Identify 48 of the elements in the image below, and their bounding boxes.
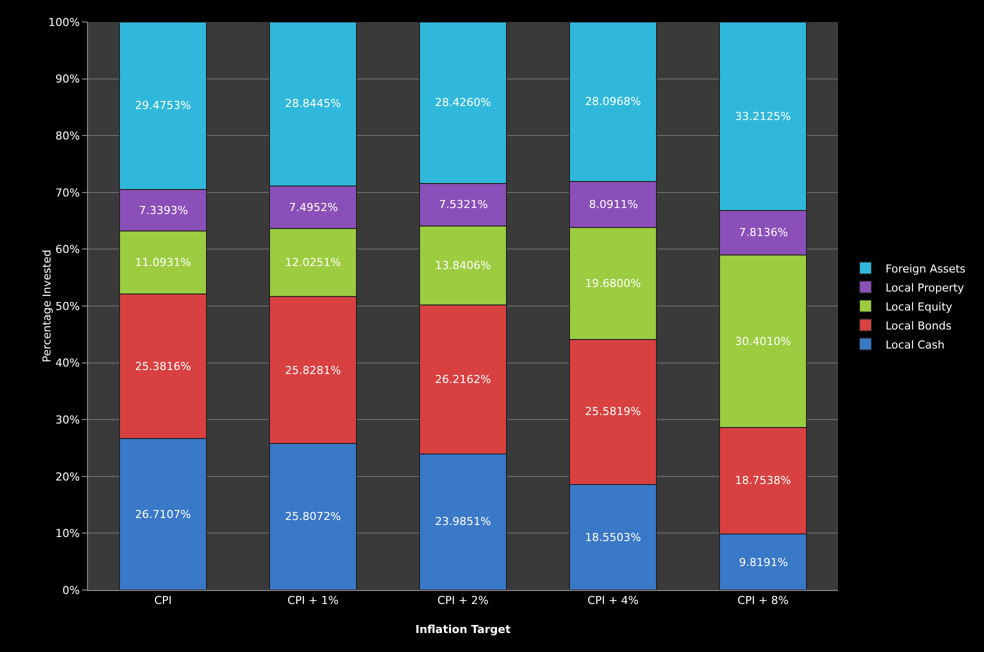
- data-label: 7.3393%: [139, 204, 188, 217]
- legend-label: Local Equity: [886, 300, 953, 314]
- data-label: 12.0251%: [285, 256, 341, 269]
- data-label: 13.8406%: [435, 259, 491, 272]
- data-label: 25.3816%: [135, 360, 191, 373]
- data-label: 30.4010%: [735, 335, 791, 348]
- data-label: 7.8136%: [739, 226, 788, 239]
- legend-label: Local Property: [886, 281, 965, 294]
- data-label: 28.4260%: [435, 96, 491, 109]
- data-label: 25.8281%: [285, 364, 341, 377]
- x-tick-label: CPI + 2%: [437, 594, 489, 608]
- y-tick-label: 20%: [55, 470, 80, 484]
- legend-label: Foreign Assets: [886, 262, 966, 276]
- y-tick-label: 90%: [55, 72, 80, 86]
- y-tick-label: 50%: [55, 300, 80, 313]
- data-label: 28.0968%: [585, 95, 641, 108]
- data-label: 26.7107%: [135, 508, 191, 521]
- data-label: 33.2125%: [735, 110, 791, 123]
- data-label: 7.5321%: [439, 198, 488, 211]
- data-label: 25.5819%: [585, 405, 641, 418]
- data-label: 28.8445%: [285, 97, 341, 110]
- y-tick-label: 10%: [55, 527, 80, 540]
- data-label: 18.5503%: [585, 531, 641, 544]
- y-axis-title: Percentage Invested: [40, 250, 54, 362]
- data-label: 7.4952%: [289, 201, 338, 214]
- y-tick-label: 100%: [48, 16, 80, 29]
- data-label: 26.2162%: [435, 373, 491, 386]
- legend-label: Local Cash: [886, 338, 945, 352]
- y-tick-label: 70%: [55, 186, 80, 200]
- data-label: 18.7538%: [735, 474, 791, 487]
- x-tick-label: CPI + 4%: [587, 594, 639, 608]
- y-tick-label: 30%: [55, 413, 80, 426]
- x-tick-label: CPI + 1%: [287, 594, 339, 608]
- y-tick-label: 60%: [55, 243, 80, 256]
- x-tick-label: CPI: [154, 594, 172, 608]
- x-axis-title: Inflation Target: [415, 623, 511, 636]
- legend-label: Local Bonds: [886, 319, 952, 332]
- data-label: 11.0931%: [135, 256, 191, 269]
- data-label: 25.8072%: [285, 510, 341, 523]
- y-tick-label: 80%: [55, 129, 80, 142]
- y-tick-label: 40%: [55, 356, 80, 370]
- y-tick-label: 0%: [62, 584, 80, 597]
- data-label: 29.4753%: [135, 99, 191, 112]
- data-label: 19.6800%: [585, 277, 641, 290]
- data-label: 9.8191%: [739, 556, 788, 569]
- data-label: 8.0911%: [589, 198, 638, 211]
- data-label: 23.9851%: [435, 515, 491, 528]
- x-tick-label: CPI + 8%: [737, 594, 789, 608]
